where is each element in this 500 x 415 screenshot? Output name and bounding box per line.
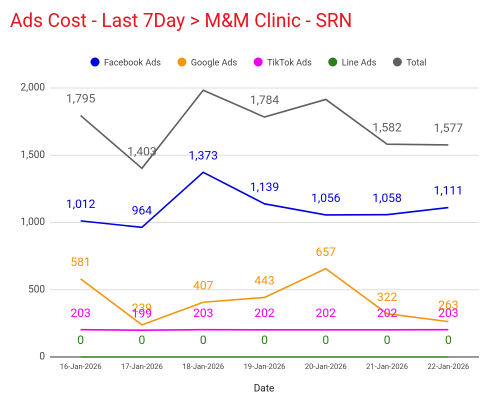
data-label: 0: [384, 333, 391, 347]
data-label: 203: [71, 306, 91, 320]
data-label: 443: [254, 274, 274, 288]
data-label: 263: [438, 298, 458, 312]
data-label: 202: [316, 306, 336, 320]
y-tick-label: 1,500: [21, 150, 46, 161]
legend-marker: [253, 57, 263, 67]
data-label: 202: [377, 306, 397, 320]
data-label: 1,373: [189, 149, 218, 163]
legend-marker: [392, 57, 402, 67]
data-label: 1,582: [372, 120, 402, 134]
data-label: 1,403: [127, 144, 156, 158]
data-label: 0: [261, 333, 268, 347]
data-label: 581: [71, 255, 91, 269]
legend-marker: [177, 57, 187, 67]
data-label: 0: [322, 333, 329, 347]
data-label: 322: [377, 290, 397, 304]
y-tick-label: 500: [28, 284, 45, 295]
series-line: [80, 267, 449, 326]
x-tick-label: 16-Jan-2026: [60, 362, 102, 371]
legend-label: Line Ads: [342, 58, 377, 68]
series-line: [80, 328, 449, 332]
data-label: 203: [193, 306, 213, 320]
data-label: 239: [132, 301, 152, 315]
legend-label: Facebook Ads: [104, 58, 161, 68]
x-tick-label: 20-Jan-2026: [305, 362, 347, 371]
series-line: [80, 171, 449, 229]
data-label: 0: [445, 333, 452, 347]
legend-label: Google Ads: [191, 58, 238, 68]
legend-marker: [90, 57, 100, 67]
data-label: 1,111: [434, 184, 463, 198]
data-label: 1,784: [250, 93, 280, 107]
data-label: 0: [77, 333, 84, 347]
data-label: 1,577: [434, 121, 464, 135]
chart-title: Ads Cost - Last 7Day > M&M Clinic - SRN: [10, 9, 352, 32]
x-tick-label: 17-Jan-2026: [121, 362, 163, 371]
data-label: 1,795: [66, 92, 96, 106]
x-tick-label: 18-Jan-2026: [182, 362, 224, 371]
data-label: 199: [132, 306, 152, 320]
legend-marker: [328, 57, 338, 67]
y-tick-label: 2,000: [21, 83, 46, 94]
data-label: 657: [316, 245, 336, 259]
legend-label: Total: [406, 58, 426, 68]
series-line: [80, 89, 449, 170]
x-tick-label: 21-Jan-2026: [366, 362, 408, 371]
data-label: 1,056: [311, 191, 341, 205]
legend-label: TikTok Ads: [267, 58, 312, 68]
data-label: 1,139: [250, 180, 279, 194]
data-label: 964: [132, 204, 152, 218]
data-label: 203: [438, 306, 458, 320]
data-label: 1,058: [372, 191, 402, 205]
data-label: 407: [193, 278, 213, 292]
y-tick-label: 0: [39, 352, 45, 363]
x-tick-label: 19-Jan-2026: [244, 362, 286, 371]
x-tick-label: 22-Jan-2026: [427, 362, 469, 371]
data-label: 0: [200, 333, 207, 347]
data-label: 1,012: [66, 197, 96, 211]
data-label: 202: [254, 306, 274, 320]
y-tick-label: 1,000: [21, 217, 46, 228]
data-label: 0: [139, 333, 146, 347]
x-axis-label: Date: [254, 384, 275, 395]
